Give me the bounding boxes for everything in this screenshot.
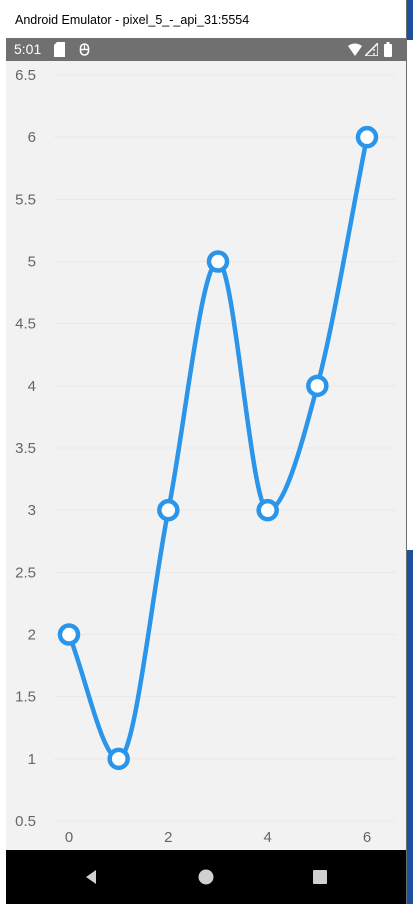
y-tick-label: 6.5 — [15, 67, 36, 84]
data-point — [157, 498, 180, 522]
wifi-icon — [348, 43, 362, 56]
bug-icon — [79, 43, 90, 56]
line-chart: 0.5 1 1.5 2 2.5 3 3.5 4 4.5 5 5.5 6 6.5 0 2 4 6 — [15, 67, 396, 846]
android-nav-bar — [6, 850, 406, 904]
y-tick-label: 0.5 — [15, 813, 36, 830]
y-tick-label: 4.5 — [15, 316, 36, 333]
data-point — [206, 250, 230, 273]
y-tick-label: 4 — [28, 378, 36, 395]
data-point — [256, 498, 279, 522]
status-time: 5:01 — [14, 41, 42, 57]
recents-icon[interactable] — [307, 864, 333, 890]
y-tick-label: 1 — [28, 751, 36, 768]
data-point — [57, 623, 81, 646]
y-tick-label: 2.5 — [15, 564, 36, 581]
x-tick-label: 2 — [164, 829, 172, 846]
y-tick-label: 5 — [28, 254, 36, 271]
y-tick-label: 6 — [28, 129, 36, 146]
home-icon[interactable] — [193, 864, 219, 890]
battery-icon — [384, 42, 392, 57]
x-tick-label: 6 — [363, 829, 371, 846]
y-tick-label: 1.5 — [15, 689, 36, 706]
window-titlebar[interactable]: Android Emulator - pixel_5_-_api_31:5554 — [0, 0, 406, 38]
signal-icon — [365, 43, 378, 56]
data-point — [107, 747, 130, 771]
x-tick-label: 4 — [263, 829, 271, 846]
data-point — [355, 125, 379, 149]
android-status-bar: 5:01 — [6, 38, 406, 61]
window-title: Android Emulator - pixel_5_-_api_31:5554 — [15, 13, 250, 27]
y-tick-label: 2 — [28, 627, 36, 644]
x-tick-label: 0 — [65, 829, 73, 846]
y-tick-label: 3 — [28, 502, 36, 519]
chart-screen: 0.5 1 1.5 2 2.5 3 3.5 4 4.5 5 5.5 6 6.5 0 2 4 6 — [6, 61, 406, 850]
data-point — [306, 374, 329, 398]
y-tick-label: 3.5 — [15, 440, 36, 457]
y-tick-label: 5.5 — [15, 191, 36, 208]
sd-card-icon — [54, 42, 65, 57]
back-icon[interactable] — [79, 864, 105, 890]
